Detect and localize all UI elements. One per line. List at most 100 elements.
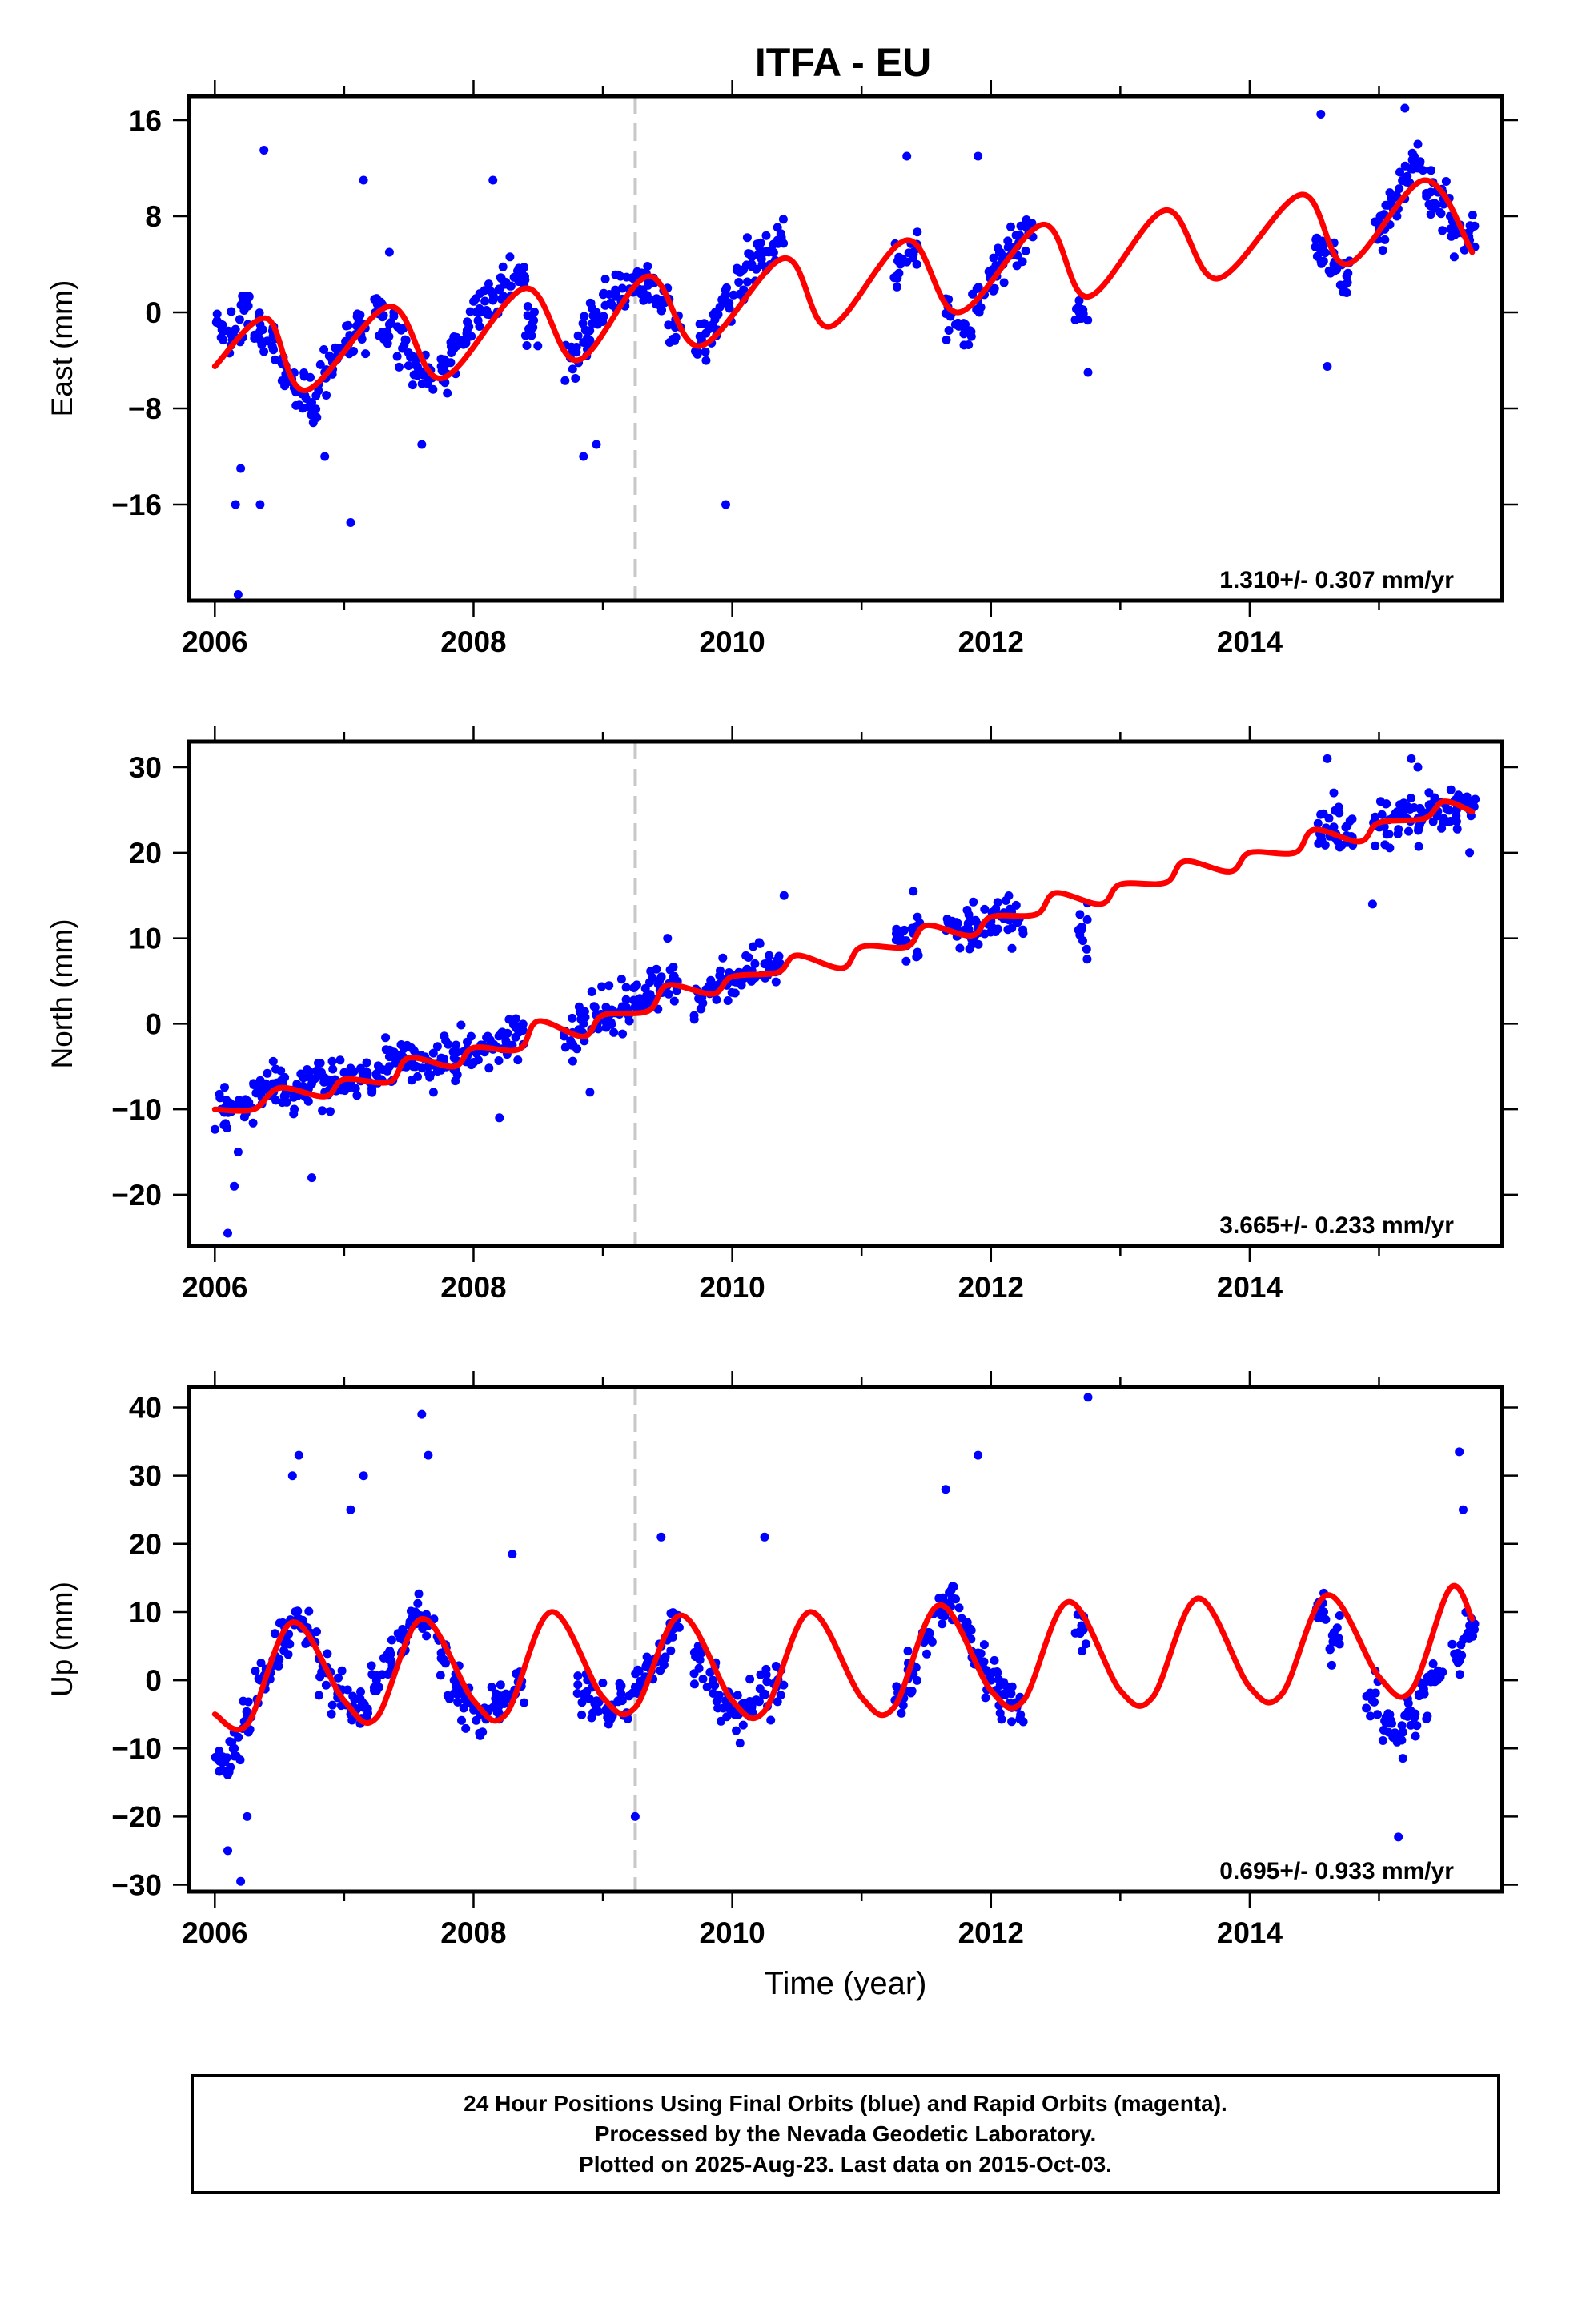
data-point <box>251 332 261 342</box>
plot-area <box>211 742 1480 1246</box>
data-point <box>588 1708 598 1718</box>
data-point <box>669 334 678 344</box>
data-point <box>383 1650 392 1659</box>
data-point <box>1414 162 1423 171</box>
data-point <box>1075 910 1085 919</box>
data-point <box>258 325 267 335</box>
data-point <box>487 1683 496 1692</box>
outlier-point <box>585 1088 595 1097</box>
x-tick-label: 2006 <box>182 625 247 658</box>
data-point <box>424 1069 433 1079</box>
data-point <box>972 305 982 315</box>
data-point <box>472 1048 481 1058</box>
data-point <box>1332 1623 1342 1633</box>
data-point <box>701 356 711 365</box>
data-point <box>349 1067 359 1076</box>
data-point <box>280 381 290 391</box>
data-point <box>1331 806 1340 815</box>
data-point <box>745 1675 755 1684</box>
data-point <box>666 1646 676 1655</box>
data-point <box>480 286 489 296</box>
x-tick-label: 2014 <box>1217 1271 1283 1304</box>
data-point <box>441 1659 450 1668</box>
outlier-point <box>1407 754 1416 763</box>
outlier-point <box>721 500 730 509</box>
data-point <box>263 336 272 346</box>
data-point <box>709 1679 718 1689</box>
data-point <box>734 278 744 287</box>
data-point <box>587 987 596 996</box>
data-point <box>1339 287 1348 297</box>
data-point <box>327 1056 337 1066</box>
data-point <box>912 259 921 269</box>
data-point <box>617 283 627 293</box>
plot-frame <box>187 94 1504 603</box>
data-point <box>367 1084 376 1093</box>
data-point <box>1424 788 1434 798</box>
data-point <box>236 300 246 310</box>
data-point <box>1403 171 1412 181</box>
plot-frame <box>187 739 1504 1248</box>
outlier-point <box>1323 362 1332 371</box>
data-point <box>1070 1628 1080 1638</box>
data-point <box>954 1603 964 1613</box>
data-point <box>568 1013 577 1023</box>
data-point <box>473 1055 483 1065</box>
data-point <box>580 312 589 321</box>
data-point <box>379 335 388 344</box>
data-point <box>665 965 675 975</box>
data-point <box>755 939 765 948</box>
data-point <box>697 335 706 344</box>
data-point <box>616 1689 626 1699</box>
data-point <box>1325 1644 1335 1654</box>
data-point <box>1398 1754 1407 1763</box>
data-point <box>969 897 978 907</box>
data-point <box>976 1649 986 1659</box>
data-point <box>509 1020 518 1030</box>
data-point <box>372 300 382 309</box>
data-point <box>239 1696 248 1706</box>
data-point <box>494 1056 504 1065</box>
fit-line <box>211 177 1476 393</box>
data-point <box>745 1697 754 1706</box>
data-point <box>632 267 642 276</box>
data-point <box>689 1015 699 1024</box>
data-point <box>706 975 716 985</box>
data-point <box>328 1064 338 1074</box>
data-point <box>616 271 625 281</box>
outlier-point <box>592 440 601 449</box>
x-tick-label: 2008 <box>440 1916 506 1949</box>
data-point <box>776 1691 785 1700</box>
data-point <box>417 379 427 388</box>
data-point <box>1078 1647 1087 1656</box>
data-point <box>1081 1639 1090 1649</box>
outlier-point <box>663 934 673 943</box>
data-point <box>964 340 974 349</box>
outlier-point <box>974 1450 983 1460</box>
data-point <box>211 1752 220 1762</box>
data-point <box>773 239 783 248</box>
data-point <box>1422 1714 1431 1723</box>
data-point <box>597 982 607 991</box>
data-point <box>723 996 733 1005</box>
x-tick-label: 2012 <box>958 1271 1024 1304</box>
data-point <box>409 1046 419 1055</box>
data-point <box>580 325 590 335</box>
data-point <box>319 1077 329 1087</box>
data-point <box>743 277 752 287</box>
outlier-point <box>779 891 789 900</box>
data-point <box>255 1076 265 1085</box>
data-point <box>759 1690 769 1699</box>
data-point <box>475 304 484 313</box>
data-point <box>946 312 955 321</box>
data-point <box>594 1697 604 1707</box>
data-point <box>343 1685 352 1695</box>
y-tick-label: 8 <box>145 200 162 233</box>
data-point <box>656 972 666 982</box>
data-point <box>419 370 428 380</box>
data-point <box>997 1715 1006 1724</box>
plot-frame <box>187 1385 1504 1894</box>
outlier-point <box>1455 1447 1464 1457</box>
data-point <box>231 1751 241 1761</box>
